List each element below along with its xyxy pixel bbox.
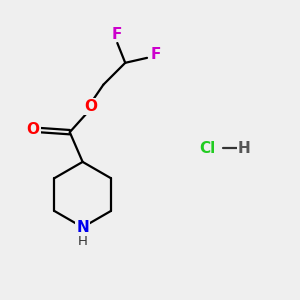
Text: H: H: [78, 235, 88, 248]
Text: O: O: [84, 99, 97, 114]
Text: H: H: [238, 140, 250, 155]
Text: N: N: [76, 220, 89, 235]
Text: F: F: [111, 27, 122, 42]
Text: O: O: [27, 122, 40, 137]
Text: F: F: [151, 47, 161, 62]
Text: Cl: Cl: [199, 140, 216, 155]
